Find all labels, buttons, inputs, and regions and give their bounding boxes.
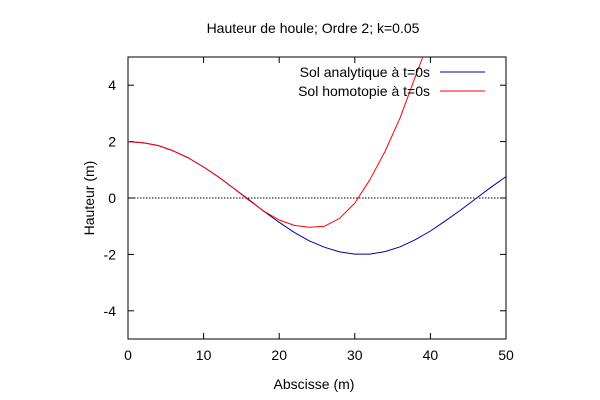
y-tick-label: 2 [108, 134, 116, 150]
legend: Sol analytique à t=0s Sol homotopie à t=0… [298, 64, 485, 99]
chart-title: Hauteur de houle; Ordre 2; k=0.05 [207, 20, 420, 36]
legend-label-0: Sol analytique à t=0s [300, 64, 430, 80]
y-axis-label: Hauteur (m) [81, 161, 97, 236]
y-tick-label: 0 [108, 190, 116, 206]
series-group [127, 56, 507, 255]
x-tick-label: 30 [347, 347, 363, 363]
x-tick-label: 10 [196, 347, 212, 363]
y-tick-label: -2 [104, 246, 117, 262]
x-tick-label: 20 [271, 347, 287, 363]
x-tick-label: 40 [423, 347, 439, 363]
series-line-1 [127, 56, 424, 228]
y-tick-label: 4 [108, 77, 116, 93]
y-tick-label: -4 [104, 303, 117, 319]
legend-label-1: Sol homotopie à t=0s [298, 83, 430, 99]
ticks: 0 10 20 30 40 50 -4 -2 0 2 4 [104, 57, 514, 363]
x-tick-label: 50 [498, 347, 514, 363]
x-axis-label: Abscisse (m) [274, 376, 355, 392]
x-tick-label: 0 [124, 347, 132, 363]
